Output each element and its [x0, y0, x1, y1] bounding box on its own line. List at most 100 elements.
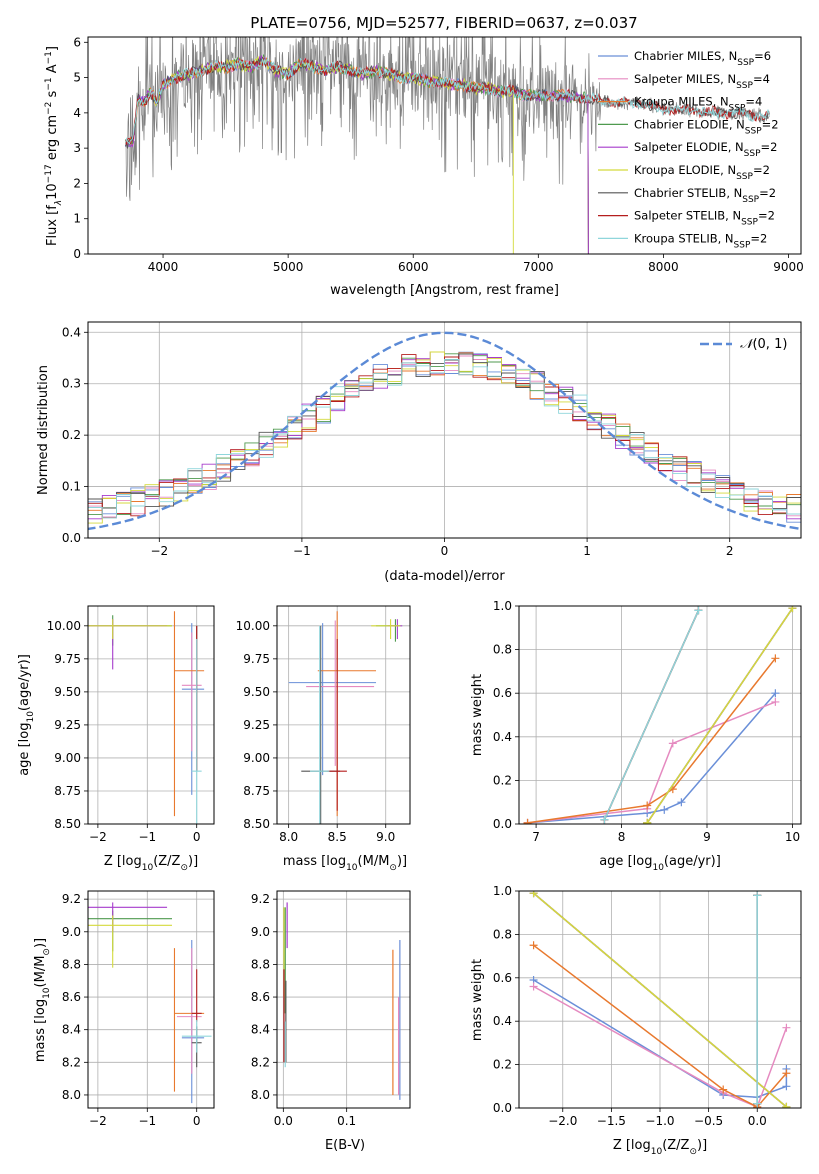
legend-entry: Chabrier MILES, NSSP=6	[634, 49, 771, 68]
x-tick-label: −1.0	[645, 1114, 674, 1128]
y-tick-label: 9.2	[251, 892, 270, 906]
axes-frame	[518, 605, 802, 825]
axes-frame	[276, 605, 411, 825]
weight-point-marker	[771, 697, 780, 706]
weight-point-marker	[529, 941, 538, 950]
y-tick-label: 8.8	[62, 957, 81, 971]
legend-entry: Kroupa STELIB, NSSP=2	[634, 231, 767, 250]
y-tick-label: 6	[73, 35, 81, 49]
y-tick-label: 9.25	[243, 718, 270, 732]
figure-title: PLATE=0756, MJD=52577, FIBERID=0637, z=0…	[250, 14, 637, 32]
x-tick-label: 10	[785, 830, 800, 844]
y-tick-label: 3	[73, 141, 81, 155]
x-tick-label: −0.5	[694, 1114, 723, 1128]
y-tick-label: 8.0	[251, 1088, 270, 1102]
y-tick-label: 0.3	[62, 377, 81, 391]
mass-vs-metallicity-chart: −2 −1 0 8.0 8.2 8.4 8.6 8.8 9.0 9.2 mass [log10(M/…	[33, 890, 215, 1128]
legend-entry: Salpeter ELODIE, NSSP=2	[634, 140, 777, 159]
x-tick-label: −2	[150, 544, 168, 558]
y-tick-label: 1.0	[493, 599, 512, 613]
legend-entry: Chabrier ELODIE, NSSP=2	[634, 117, 779, 136]
x-tick-label: −1.5	[597, 1114, 626, 1128]
plot-area	[523, 606, 797, 824]
y-tick-label: 8.6	[62, 990, 81, 1004]
legend-entry: Chabrier STELIB, NSSP=2	[634, 186, 776, 205]
weight-series-line	[533, 944, 787, 1108]
y-tick-label: 9.2	[62, 892, 81, 906]
y-tick-label: 9.00	[243, 751, 270, 765]
y-tick-label: 4	[73, 106, 81, 120]
x-tick-label: 0.1	[337, 1114, 356, 1128]
y-tick-label: 5	[73, 71, 81, 85]
weight-point-marker	[529, 982, 538, 991]
weight-point-marker	[694, 606, 703, 615]
y-tick-label: 8.4	[62, 1023, 81, 1037]
weight-point-marker	[643, 818, 652, 824]
weight-series-line	[527, 657, 776, 824]
plot-area	[88, 611, 205, 824]
x-axis-label: wavelength [Angstrom, rest frame]	[330, 283, 559, 298]
x-axis-label: E(B-V)	[325, 1138, 365, 1153]
y-tick-label: 8.8	[251, 957, 270, 971]
x-tick-label: 9000	[773, 260, 804, 274]
weight-point-marker	[788, 606, 797, 613]
x-tick-label: 5000	[273, 260, 304, 274]
y-axis-label: age [log10(age/yr)]	[17, 654, 36, 776]
y-tick-label: 8.75	[54, 784, 81, 798]
y-axis-label: mass [log10(M/M⊙)]	[33, 938, 52, 1062]
legend-entry: Salpeter STELIB, NSSP=2	[634, 209, 775, 228]
weight-series-line	[603, 610, 700, 820]
y-tick-label: 9.50	[54, 685, 81, 699]
x-tick-label: 4000	[148, 260, 179, 274]
y-axis-label: mass weight	[470, 674, 485, 756]
plot-area	[88, 902, 212, 1104]
y-tick-label: 8.2	[251, 1055, 270, 1069]
weight-point-marker	[660, 805, 669, 814]
x-axis-label: mass [log10(M/M⊙)]	[283, 854, 407, 873]
plot-area	[529, 891, 791, 1108]
weight-point-marker	[677, 798, 686, 807]
y-tick-label: 9.75	[54, 652, 81, 666]
y-tick-label: 0.8	[493, 927, 512, 941]
y-tick-label: 0.0	[493, 817, 512, 831]
y-tick-label: 9.00	[54, 751, 81, 765]
y-tick-label: 8.75	[243, 784, 270, 798]
x-tick-label: −2.0	[548, 1114, 577, 1128]
y-tick-label: 1.0	[493, 884, 512, 898]
y-tick-label: 9.25	[54, 718, 81, 732]
plot-area	[283, 902, 401, 1100]
y-tick-label: 0.0	[493, 1101, 512, 1115]
weight-series-line	[533, 985, 788, 1108]
legend-entry: 𝒩(0, 1)	[740, 337, 787, 352]
x-tick-label: 8000	[648, 260, 679, 274]
weight-point-marker	[782, 1082, 791, 1091]
y-tick-label: 9.75	[243, 652, 270, 666]
x-tick-label: −1	[138, 830, 156, 844]
x-tick-label: 0	[193, 830, 201, 844]
gaussian-curve	[88, 331, 801, 531]
y-tick-label: 8.50	[243, 817, 270, 831]
residual-histogram	[88, 358, 801, 527]
y-tick-label: 1	[73, 212, 81, 226]
weight-point-marker	[771, 689, 780, 698]
y-tick-label: 10.00	[236, 619, 270, 633]
x-tick-label: 9	[703, 830, 711, 844]
y-tick-label: 0.4	[493, 730, 512, 744]
y-tick-label: 0.8	[493, 643, 512, 657]
plot-area	[125, 37, 770, 254]
y-axis-label: Flux [fλ10−17 erg cm−2 s−1 A−1]	[44, 46, 64, 246]
x-tick-label: 8	[618, 830, 626, 844]
y-tick-label: 8.6	[251, 990, 270, 1004]
model-spectrum	[125, 57, 770, 145]
model-spectrum	[125, 57, 770, 145]
axes-frame	[518, 890, 802, 1109]
mass-vs-extinction-chart: 0.0 0.1 8.0 8.2 8.4 8.6 8.8 9.0 9.2 E(B-V)	[251, 890, 411, 1153]
x-tick-label: 6000	[398, 260, 429, 274]
y-tick-label: 0.2	[493, 1058, 512, 1072]
axes-frame	[87, 605, 215, 825]
axes-frame	[87, 321, 802, 539]
x-tick-label: 0	[441, 544, 449, 558]
y-tick-label: 10.00	[47, 619, 81, 633]
y-axis-label: mass weight	[470, 959, 485, 1041]
